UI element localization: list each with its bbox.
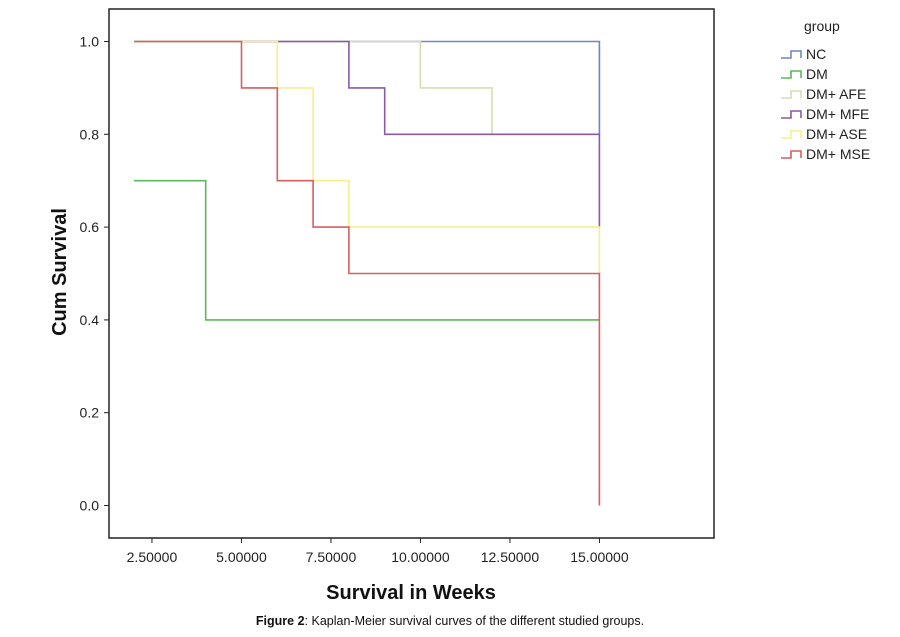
- legend-label-dm: DM: [806, 66, 828, 82]
- legend-swatch-dm: [781, 70, 802, 79]
- y-axis-title: Cum Survival: [49, 208, 71, 336]
- legend-label-dm-mfe: DM+ MFE: [806, 106, 869, 122]
- y-tick-label: 0.4: [80, 312, 100, 328]
- legend-title: group: [804, 18, 840, 34]
- series-line-dm-mfe: [134, 40, 601, 228]
- legend-label-dm-ase: DM+ ASE: [806, 126, 867, 142]
- y-tick-label: 1.0: [80, 33, 100, 49]
- x-axis: 2.50000 5.00000 7.50000 10.00000 12.50000 15.…: [127, 538, 629, 565]
- x-tick-label: 12.50000: [481, 549, 540, 565]
- x-tick-label: 7.50000: [306, 549, 357, 565]
- series-layer: [134, 40, 601, 506]
- figure-caption-label: Figure 2: [255, 614, 305, 628]
- y-tick-label: 0.2: [80, 405, 100, 421]
- series-line-dm: [134, 179, 600, 321]
- y-axis: 0.0 0.2 0.4 0.6 0.8 1.0: [80, 33, 109, 514]
- legend: NC DM DM+ AFE DM+ MFE DM+ ASE DM+ MSE: [781, 46, 870, 162]
- legend-swatch-dm-ase: [781, 130, 802, 139]
- legend-swatch-dm-afe: [781, 90, 802, 99]
- legend-swatch-dm-mfe: [781, 110, 802, 119]
- legend-label-dm-mse: DM+ MSE: [806, 146, 870, 162]
- x-tick-label: 15.00000: [570, 549, 629, 565]
- legend-label-nc: NC: [806, 46, 826, 62]
- figure-caption-text: : Kaplan-Meier survival curves of the di…: [304, 614, 645, 628]
- y-tick-label: 0.8: [80, 126, 100, 142]
- series-line-dm-mse: [134, 40, 601, 506]
- legend-swatch-dm-mse: [781, 150, 802, 159]
- x-axis-title: Survival in Weeks: [326, 582, 496, 604]
- legend-swatch-nc: [781, 50, 802, 59]
- y-tick-label: 0.0: [80, 498, 100, 514]
- legend-label-dm-afe: DM+ AFE: [806, 86, 866, 102]
- figure-caption: Figure 2: Kaplan-Meier survival curves o…: [0, 614, 900, 628]
- x-tick-label: 2.50000: [127, 549, 178, 565]
- y-tick-label: 0.6: [80, 219, 100, 235]
- x-tick-label: 10.00000: [391, 549, 450, 565]
- x-tick-label: 5.00000: [216, 549, 267, 565]
